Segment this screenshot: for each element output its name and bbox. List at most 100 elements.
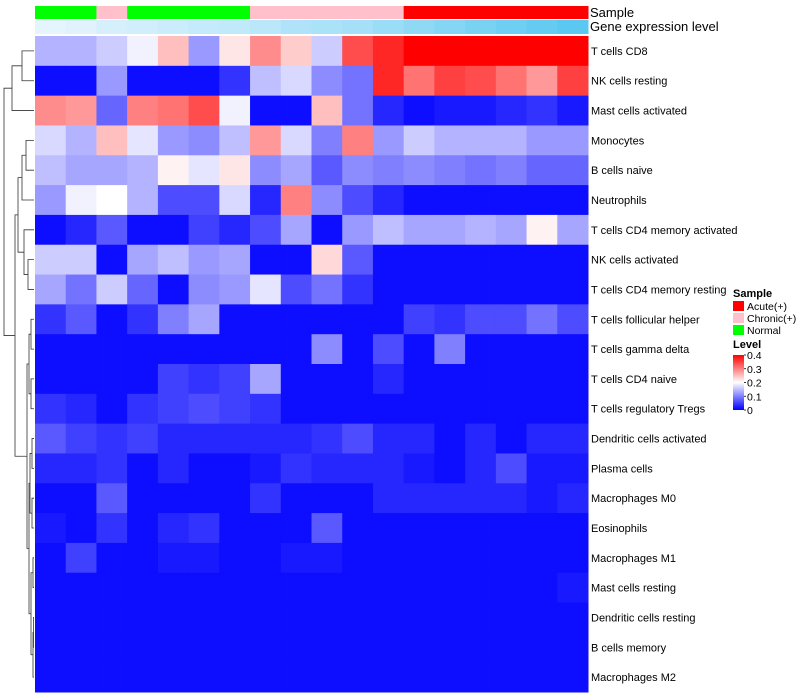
row-labels: T cells CD8 NK cells resting Mast cells ac… — [591, 46, 738, 684]
heatmap-cell — [219, 453, 251, 484]
heatmap-cell — [465, 185, 497, 216]
sample-track-cell — [280, 6, 312, 19]
heatmap-cell — [557, 483, 589, 514]
heatmap-cell — [127, 155, 159, 186]
heatmap-cell — [127, 125, 159, 156]
sample-annotation-track — [35, 6, 589, 19]
heatmap-cell — [434, 214, 466, 246]
legend: Sample Acute(+)Chronic(+)Normal Level 0.… — [733, 288, 796, 417]
heatmap-cell — [557, 334, 589, 365]
heatmap-cell — [342, 244, 374, 276]
heatmap-cell — [342, 483, 374, 514]
heatmap-cell — [280, 513, 312, 544]
heatmap-cell — [157, 214, 190, 246]
heatmap-cell — [403, 95, 435, 126]
heatmap-cell — [465, 513, 497, 544]
heatmap-cell — [434, 483, 466, 514]
heatmap-cell — [526, 453, 558, 484]
heatmap-cell — [65, 274, 97, 305]
heatmap-cell — [434, 364, 466, 395]
sample-track-cell — [557, 6, 589, 19]
heatmap-cell — [495, 572, 528, 604]
heatmap-cell — [403, 214, 435, 246]
heatmap-cell — [188, 364, 220, 395]
heatmap-cell — [280, 662, 312, 693]
heatmap-cell — [372, 185, 405, 216]
gene-track-cell — [250, 20, 282, 34]
heatmap-cell — [495, 423, 528, 454]
heatmap-cell — [157, 632, 190, 663]
heatmap-cell — [342, 662, 374, 693]
row-label: T cells CD4 naive — [591, 374, 677, 386]
heatmap-cell — [219, 334, 251, 365]
heatmap-cell — [188, 334, 220, 365]
heatmap-cell — [465, 95, 497, 126]
dendrogram-branch — [11, 65, 34, 111]
heatmap-cell — [188, 244, 220, 276]
heatmap-cell — [157, 185, 190, 216]
heatmap-cell — [35, 304, 67, 335]
row-label: T cells CD4 memory resting — [591, 284, 727, 296]
heatmap-cell — [157, 393, 190, 425]
heatmap-cell — [372, 304, 405, 335]
heatmap-cell — [495, 334, 528, 365]
heatmap-cell — [311, 632, 343, 663]
heatmap-cell — [372, 65, 405, 97]
heatmap-cell — [434, 542, 466, 574]
sample-track-cell — [342, 6, 374, 19]
heatmap-cell — [280, 214, 312, 246]
heatmap-cell — [157, 513, 190, 544]
heatmap-cell — [557, 155, 589, 186]
row-label: T cells gamma delta — [591, 344, 690, 356]
heatmap-cell — [311, 453, 343, 484]
gene-track-cell — [372, 20, 405, 34]
heatmap-cell — [372, 483, 405, 514]
heatmap-cell — [311, 393, 343, 425]
heatmap-cell — [219, 214, 251, 246]
heatmap-cell — [219, 393, 251, 425]
gene-track-cell — [219, 20, 251, 34]
heatmap-cell — [127, 483, 159, 514]
gene-track-cell — [280, 20, 312, 34]
heatmap-cell — [157, 334, 190, 365]
legend-sample-label: Acute(+) — [747, 301, 787, 313]
heatmap-cell — [219, 185, 251, 216]
heatmap-cell — [250, 125, 282, 156]
heatmap-cell — [526, 572, 558, 604]
heatmap-cell — [65, 632, 97, 663]
heatmap-cell — [526, 244, 558, 276]
heatmap-cell — [526, 274, 558, 305]
sample-track-cell — [219, 6, 251, 19]
heatmap-cell — [495, 662, 528, 693]
heatmap-cell — [65, 364, 97, 395]
heatmap-cell — [342, 214, 374, 246]
heatmap-cell — [35, 542, 67, 574]
heatmap-cell — [219, 244, 251, 276]
heatmap-cell — [35, 453, 67, 484]
heatmap-cell — [127, 65, 159, 97]
heatmap-cell — [96, 513, 128, 544]
row-label: NK cells resting — [591, 76, 667, 88]
heatmap-cell — [557, 364, 589, 395]
gene-track-cell — [342, 20, 374, 34]
heatmap-cell — [250, 185, 282, 216]
heatmap-cell — [157, 95, 190, 126]
dendrogram-branch — [33, 617, 34, 648]
row-label: Macrophages M2 — [591, 672, 676, 684]
heatmap-cell — [403, 662, 435, 693]
row-dendrogram — [3, 50, 34, 678]
row-label: NK cells activated — [591, 255, 678, 267]
heatmap-cell — [96, 602, 128, 633]
heatmap-cell — [188, 125, 220, 156]
heatmap-cell — [96, 423, 128, 454]
heatmap-cell — [188, 155, 220, 186]
heatmap-cell — [280, 453, 312, 484]
row-label: Macrophages M0 — [591, 493, 676, 505]
heatmap-cell — [65, 304, 97, 335]
heatmap-cell — [526, 214, 558, 246]
gene-track-cell — [65, 20, 97, 34]
heatmap-cell — [250, 572, 282, 604]
heatmap-cell — [280, 334, 312, 365]
heatmap-cell — [434, 602, 466, 633]
heatmap-cell — [403, 364, 435, 395]
